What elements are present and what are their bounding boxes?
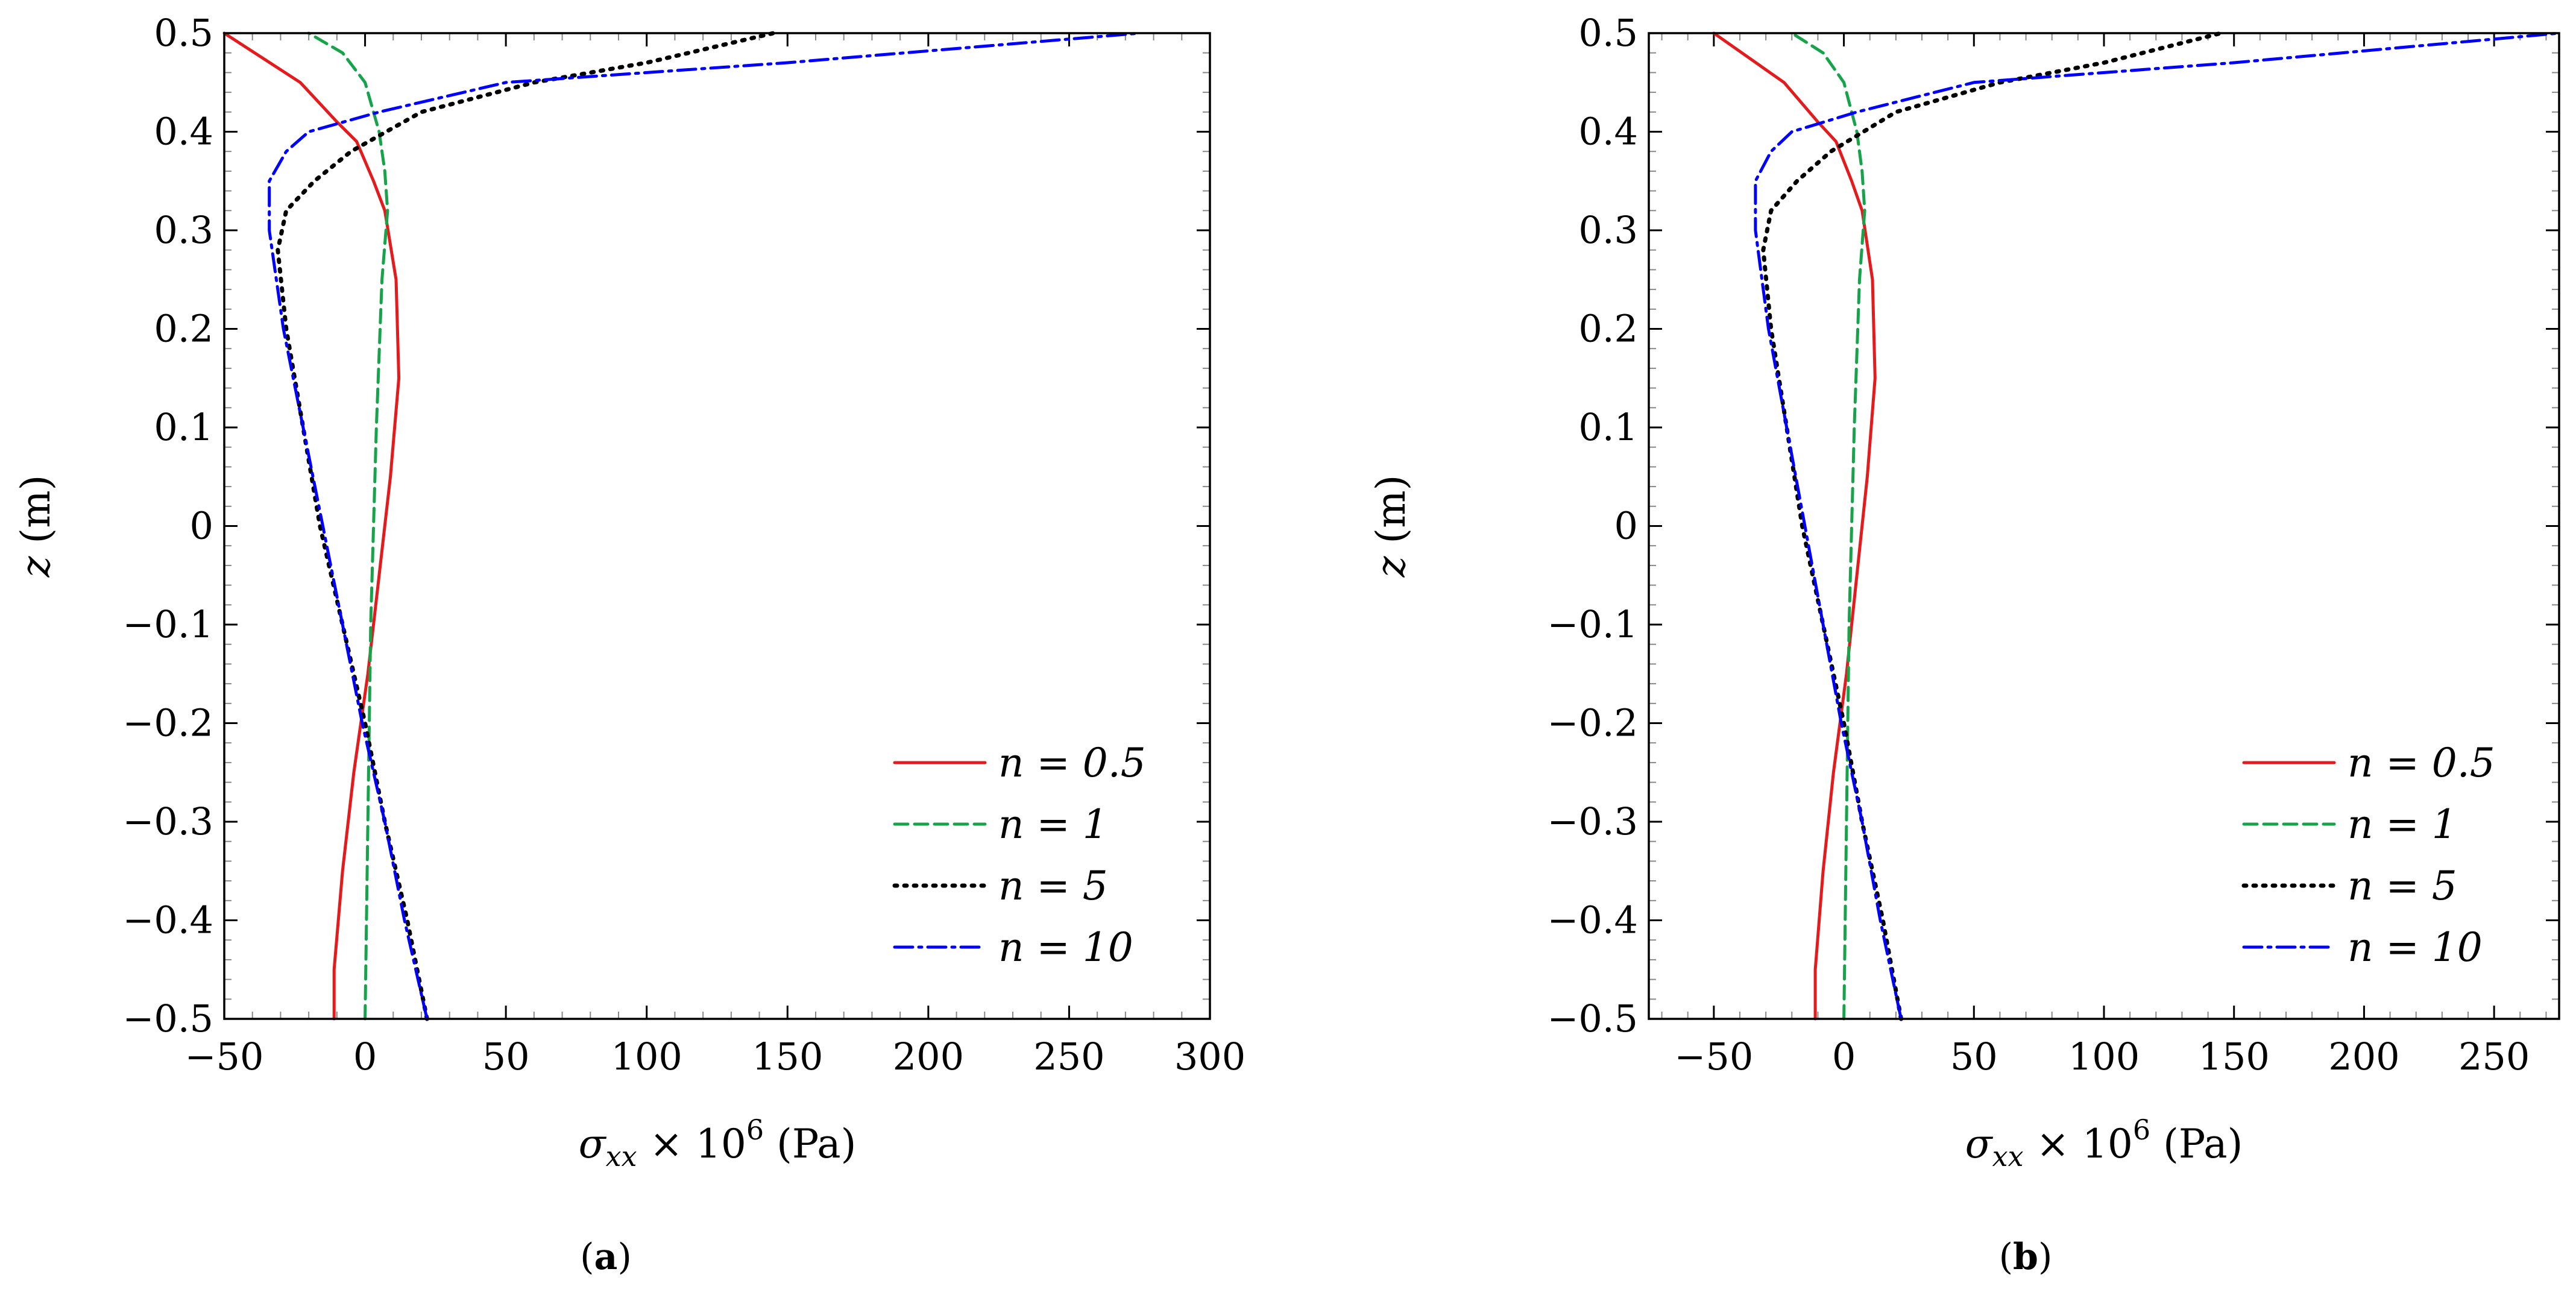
series-line-2 <box>1761 31 2223 1021</box>
y-tick-label: 0.4 <box>1578 110 1638 154</box>
x-tick-label: 250 <box>2458 1035 2530 1079</box>
legend-label-0: n = 0.5 <box>2348 740 2495 786</box>
y-tick-label: −0.5 <box>1547 997 1638 1041</box>
x-tick-label: 0 <box>353 1035 377 1079</box>
x-tick-label: 100 <box>2068 1035 2140 1079</box>
series-lines <box>1712 31 2561 1021</box>
y-tick-label: −0.2 <box>122 701 213 745</box>
series-line-2 <box>276 31 776 1021</box>
series-line-3 <box>1754 31 2561 1021</box>
x-tick-label: 200 <box>2328 1035 2399 1079</box>
y-tick-label: 0.1 <box>154 405 213 449</box>
y-tick-label: −0.4 <box>1547 898 1638 942</box>
y-tick-label: −0.2 <box>1547 701 1638 745</box>
x-tick-label: −50 <box>185 1035 264 1079</box>
legend: n = 0.5 n = 1 n = 5 n = 10 <box>2241 740 2495 971</box>
y-tick-label: 0.2 <box>1578 307 1638 351</box>
legend-label-0: n = 0.5 <box>998 740 1146 786</box>
y-axis-label: z (m) <box>13 475 59 578</box>
y-tick-label: 0 <box>1614 504 1638 548</box>
x-tick-label: 0 <box>1832 1035 1856 1079</box>
series-lines <box>222 31 1141 1021</box>
legend-label-3: n = 10 <box>998 924 1133 971</box>
x-tick-label: 50 <box>1950 1035 1998 1079</box>
series-line-3 <box>268 31 1141 1021</box>
series-line-1 <box>1790 31 1866 1021</box>
x-tick-label: 300 <box>1174 1035 1245 1079</box>
y-tick-label: −0.3 <box>122 799 213 843</box>
x-tick-label: 50 <box>482 1035 530 1079</box>
y-tick-label: 0.3 <box>154 208 213 252</box>
legend: n = 0.5 n = 1 n = 5 n = 10 <box>892 740 1146 971</box>
y-tick-label: −0.5 <box>122 997 213 1041</box>
panel-caption: (a) <box>580 1236 632 1278</box>
y-tick-label: −0.1 <box>122 602 213 646</box>
legend-label-1: n = 1 <box>2348 801 2457 848</box>
x-tick-label: −50 <box>1674 1035 1753 1079</box>
legend-label-2: n = 5 <box>2348 863 2457 909</box>
y-axis-label: z (m) <box>1368 475 1414 578</box>
legend-label-1: n = 1 <box>998 801 1108 848</box>
series-line-0 <box>1712 31 1877 1021</box>
y-tick-label: 0 <box>190 504 213 548</box>
panel-a: −0.5 −0.4 −0.3 −0.2 −0.1 0 0.1 0.2 0.3 0.4 0.5 −50 0… <box>13 11 1245 1278</box>
y-tick-label: −0.4 <box>122 898 213 942</box>
series-line-0 <box>222 31 401 1021</box>
y-tick-label: 0.5 <box>1578 11 1638 55</box>
y-tick-label: 0.4 <box>154 110 213 154</box>
panel-caption: (b) <box>1999 1236 2053 1278</box>
y-tick-label: −0.3 <box>1547 799 1638 843</box>
x-tick-label: 150 <box>752 1035 823 1079</box>
legend-label-2: n = 5 <box>998 863 1108 909</box>
x-axis-label: σxx × 106 (Pa) <box>579 1114 857 1173</box>
x-tick-label: 200 <box>893 1035 964 1079</box>
y-tick-label: 0.5 <box>154 11 213 55</box>
plot-frame <box>223 32 1211 1020</box>
x-tick-label: 150 <box>2199 1035 2270 1079</box>
plot-frame <box>1648 32 2560 1020</box>
y-tick-label: 0.3 <box>1578 208 1638 252</box>
y-tick-label: 0.2 <box>154 307 213 351</box>
x-axis-label: σxx × 106 (Pa) <box>1965 1114 2243 1173</box>
panel-b: −0.5 −0.4 −0.3 −0.2 −0.1 0 0.1 0.2 0.3 0.4 0.5 −50 0… <box>1368 11 2561 1278</box>
series-line-1 <box>307 31 389 1021</box>
y-tick-label: −0.1 <box>1547 602 1638 646</box>
y-tick-label: 0.1 <box>1578 405 1638 449</box>
legend-label-3: n = 10 <box>2348 924 2483 971</box>
x-tick-label: 100 <box>611 1035 682 1079</box>
x-tick-label: 250 <box>1033 1035 1104 1079</box>
